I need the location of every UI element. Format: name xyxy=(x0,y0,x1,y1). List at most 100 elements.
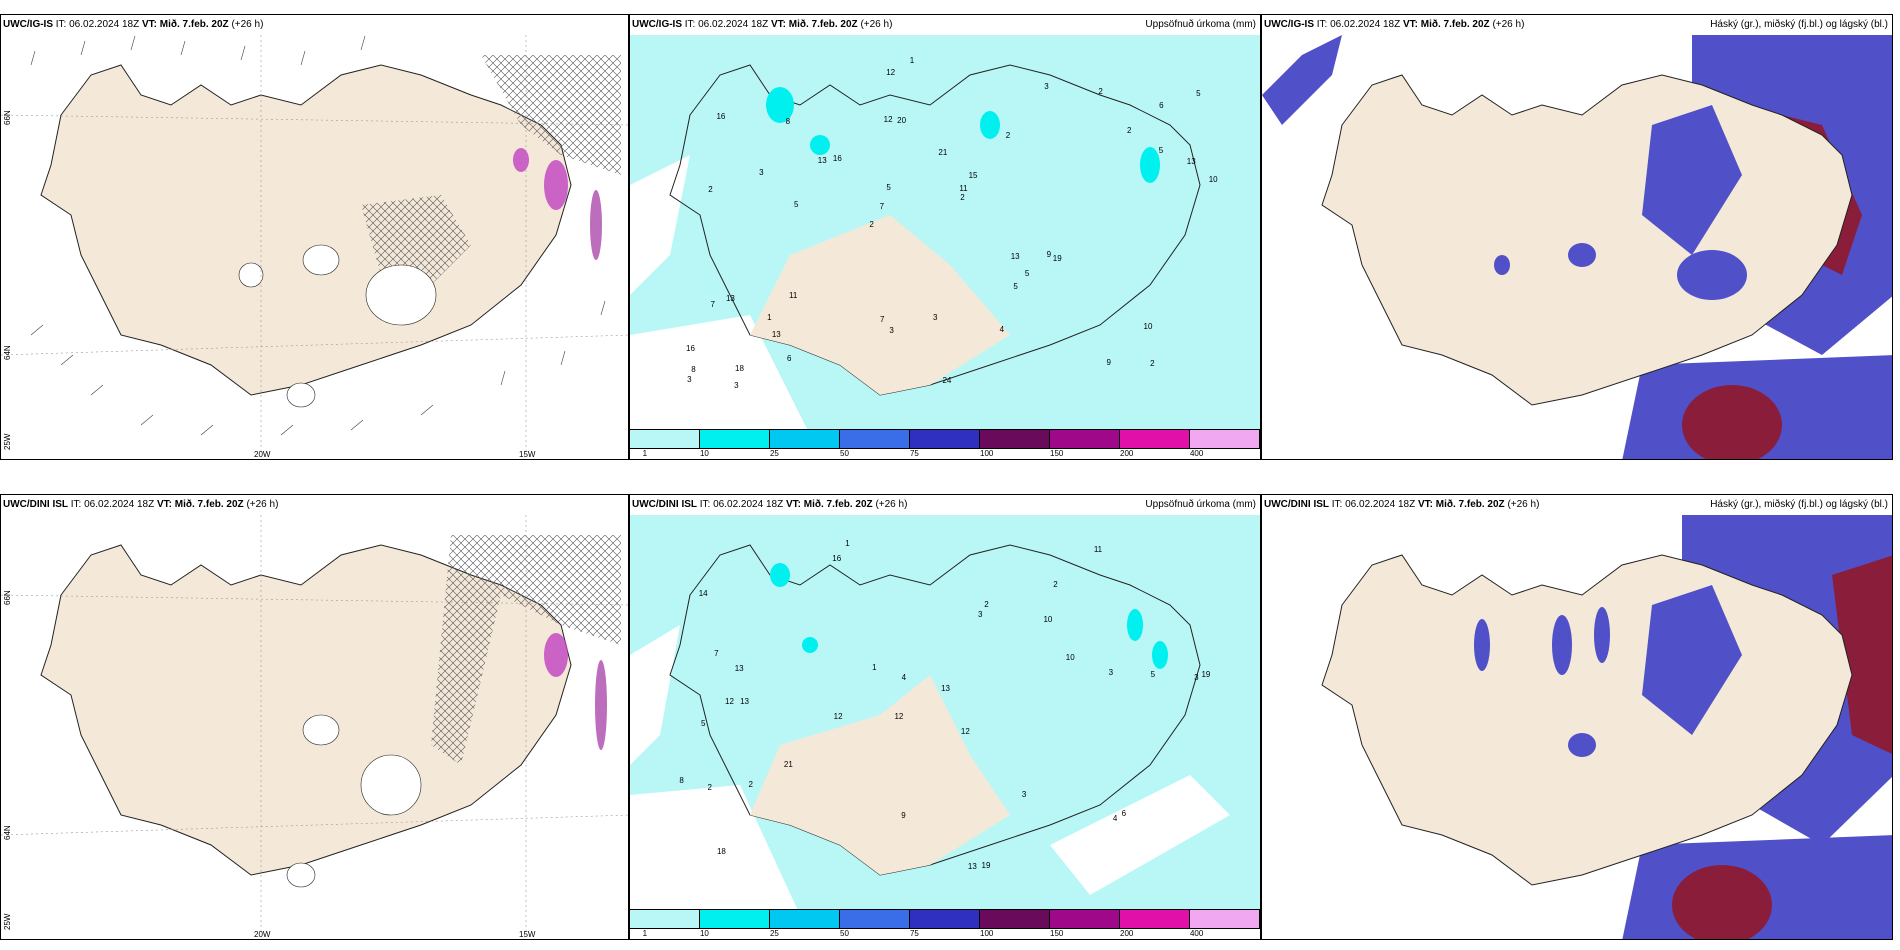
glacier xyxy=(360,754,422,816)
precip-map xyxy=(630,515,1260,915)
precip-value: 12 xyxy=(725,697,734,707)
wind-map xyxy=(1,515,628,935)
precip-value: 13 xyxy=(941,683,950,693)
colorbar-label: 1 xyxy=(642,449,648,458)
precip-value: 3 xyxy=(759,168,764,178)
magenta-precip xyxy=(544,160,568,210)
lat-label-bottom: 25W xyxy=(3,913,12,930)
precip-value: 16 xyxy=(832,553,842,563)
colorbar-label: 50 xyxy=(840,449,849,458)
lon-label-20w: 20W xyxy=(254,930,271,939)
precip-value: 1 xyxy=(767,312,772,322)
colorbar-label: 150 xyxy=(1050,449,1064,458)
precip-value: 4 xyxy=(1112,813,1118,823)
panel-precip-top: UWC/IG-IS IT: 06.02.2024 18Z VT: Mið. 7.… xyxy=(629,14,1261,460)
cloud-map xyxy=(1262,35,1892,459)
precip-cell xyxy=(1140,147,1160,183)
iceland-land xyxy=(669,544,1201,876)
colorbar-segment xyxy=(1120,910,1190,928)
precip-value: 5 xyxy=(793,199,799,209)
precip-value: 10 xyxy=(1143,322,1153,332)
precip-value: 1 xyxy=(845,539,850,549)
precip-value: 3 xyxy=(687,375,692,385)
precip-title: Uppsöfnuð úrkoma (mm) xyxy=(1145,499,1256,510)
precip-value: 10 xyxy=(1208,174,1218,184)
precip-value: 3 xyxy=(978,609,983,619)
precip-value: 7 xyxy=(879,315,885,325)
lon-label-20w: 20W xyxy=(254,450,271,459)
colorbar-segment xyxy=(840,910,910,928)
lat-label-mid: 64N xyxy=(3,345,12,360)
precip-value: 12 xyxy=(894,712,904,722)
lat-label-bottom: 25W xyxy=(3,433,12,450)
panel-header: UWC/DINI ISL IT: 06.02.2024 18Z VT: Mið.… xyxy=(632,499,908,510)
glacier xyxy=(302,714,340,746)
precip-value: 11 xyxy=(959,184,968,194)
precip-value: 2 xyxy=(1150,358,1155,368)
precip-value: 5 xyxy=(1013,281,1018,291)
magenta-precip xyxy=(513,148,529,172)
iceland-land xyxy=(669,64,1201,396)
precip-value: 16 xyxy=(832,154,842,164)
lon-label-15w: 15W xyxy=(519,450,536,459)
colorbar-segment xyxy=(1190,910,1260,928)
precip-value: 20 xyxy=(897,116,907,126)
panel-wind-bottom: UWC/DINI ISL IT: 06.02.2024 18Z VT: Mið.… xyxy=(0,494,629,940)
precip-value: 18 xyxy=(716,846,726,856)
colorbar-label: 75 xyxy=(909,929,919,938)
precip-value-labels: 2 2 6 2 2 18 12 21 13 16 16 13 20 15 19 16 12 10 13 5 7 7 5 8 3 1… xyxy=(630,35,1260,435)
precip-value: 13 xyxy=(967,862,977,872)
precip-cell xyxy=(766,87,794,123)
precip-value: 8 xyxy=(679,775,684,785)
precip-value: 4 xyxy=(901,673,907,683)
precip-value: 12 xyxy=(833,712,843,722)
precip-value: 8 xyxy=(785,116,791,126)
precip-value: 3 xyxy=(1021,790,1027,800)
wind-barbs xyxy=(30,35,606,436)
precip-value: 16 xyxy=(686,344,695,354)
colorbar-label: 200 xyxy=(1120,449,1134,458)
lon-label-15w: 15W xyxy=(519,930,536,939)
precip-value: 6 xyxy=(787,354,792,364)
colorbar-segment xyxy=(910,430,980,448)
hatch-area xyxy=(481,55,621,175)
magenta-precip xyxy=(544,633,568,677)
precip-value: 5 xyxy=(1196,89,1201,99)
precip-cell xyxy=(1152,641,1168,669)
iceland-land xyxy=(40,64,572,396)
hatch-area xyxy=(431,535,621,765)
colorbar-label: 10 xyxy=(699,449,709,458)
precip-title: Uppsöfnuð úrkoma (mm) xyxy=(1145,19,1256,30)
colorbar-segment xyxy=(1120,430,1190,448)
precip-value: 9 xyxy=(1106,358,1111,368)
precip-value: 10 xyxy=(1065,652,1075,662)
colorbar-segment xyxy=(980,910,1050,928)
cloud-title: Háský (gr.), miðský (fj.bl.) og lágský (… xyxy=(1710,19,1888,30)
precip-value: 5 xyxy=(701,718,706,728)
precip-cell xyxy=(1127,609,1143,641)
colorbar-label: 10 xyxy=(699,929,709,938)
colorbar-label: 25 xyxy=(769,449,779,458)
precip-cell xyxy=(770,563,790,587)
cloud-title: Háský (gr.), miðský (fj.bl.) og lágský (… xyxy=(1710,499,1888,510)
precip-value: 5 xyxy=(1024,268,1030,278)
panel-precip-bottom: UWC/DINI ISL IT: 06.02.2024 18Z VT: Mið.… xyxy=(629,494,1261,940)
colorbar-label: 150 xyxy=(1050,929,1064,938)
colorbar-segment xyxy=(630,430,700,448)
lat-label-top: 66N xyxy=(3,590,12,605)
precip-value: 18 xyxy=(735,363,744,373)
iceland-land xyxy=(1321,74,1853,406)
precip-value: 21 xyxy=(783,760,793,770)
precip-value: 2 xyxy=(707,783,712,793)
glacier xyxy=(302,244,340,276)
precip-value: 4 xyxy=(999,325,1005,335)
colorbar-segment xyxy=(770,910,840,928)
precip-value: 16 xyxy=(716,112,726,122)
precip-value: 12 xyxy=(960,727,970,737)
iceland-land xyxy=(1321,554,1853,886)
lat-label-top: 66N xyxy=(3,110,12,125)
colorbar-segment xyxy=(1050,910,1120,928)
precip-value: 9 xyxy=(901,811,906,821)
precip-value-labels: 1 2 3 12 12 13 14 10 5 3 13 18 16 12 13 19 9 11 10 21 13 12 19… xyxy=(630,515,1260,915)
cloud-map xyxy=(1321,515,1892,939)
